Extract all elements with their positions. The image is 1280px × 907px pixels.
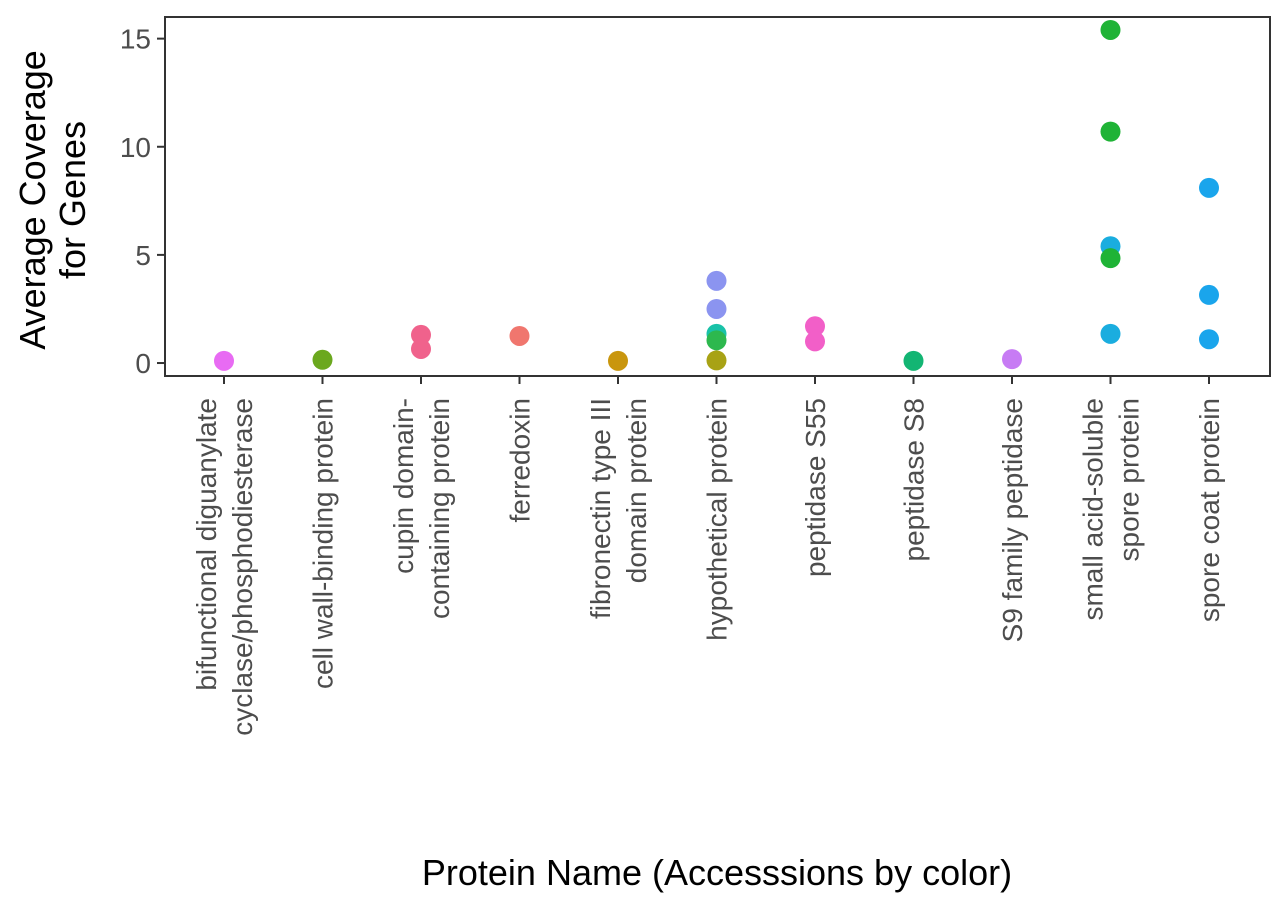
data-point	[1100, 248, 1121, 269]
x-tick-label: cupin domain-	[388, 398, 419, 574]
x-tick-label: peptidase S55	[800, 398, 831, 577]
data-point	[1002, 349, 1022, 370]
y-axis: 0 5 10 15	[120, 24, 165, 379]
y-tick-label: 0	[135, 348, 151, 379]
data-point	[1199, 177, 1219, 198]
data-point	[1100, 19, 1121, 40]
y-tick-label: 10	[120, 132, 151, 163]
y-axis-title-line: Average Coverage	[12, 50, 53, 350]
data-point	[312, 349, 333, 370]
x-tick-label: spore protein	[1114, 398, 1145, 561]
data-point	[1100, 121, 1121, 142]
data-point	[706, 330, 727, 351]
x-tick-label: S9 family peptidase	[997, 398, 1028, 642]
x-tick-label: spore coat protein	[1194, 398, 1225, 622]
data-points	[214, 19, 1219, 371]
x-tick-label: hypothetical protein	[702, 398, 733, 641]
data-point	[411, 324, 431, 345]
data-point	[1199, 284, 1219, 305]
y-axis-title-line: for Genes	[52, 121, 93, 279]
panel-border	[164, 16, 1271, 377]
data-point	[903, 350, 924, 371]
data-point	[1100, 323, 1121, 344]
data-point	[214, 350, 234, 371]
data-point	[706, 350, 727, 371]
x-tick-label: domain protein	[621, 398, 652, 583]
x-tick-label: cyclase/phosphodiesterase	[227, 398, 258, 736]
y-axis-title: Average Coverage for Genes	[12, 50, 93, 350]
data-point	[805, 331, 825, 352]
x-axis-title: Protein Name (Accesssions by color)	[422, 852, 1012, 893]
y-tick-label: 5	[135, 240, 151, 271]
data-point	[805, 316, 825, 337]
data-point	[1199, 329, 1219, 350]
x-tick-label: peptidase S8	[899, 398, 930, 561]
x-tick-label: fibronectin type III	[585, 398, 616, 619]
y-tick-label: 15	[120, 24, 151, 55]
data-point	[411, 338, 431, 359]
x-tick-label: ferredoxin	[505, 398, 536, 523]
data-point	[706, 298, 727, 319]
x-tick-label: small acid-soluble	[1078, 398, 1109, 621]
data-point	[608, 350, 628, 371]
x-tick-label: cell wall-binding protein	[308, 398, 339, 689]
x-tick-label: bifunctional diguanylate	[191, 398, 222, 691]
data-point	[509, 325, 530, 346]
data-point	[706, 270, 727, 291]
x-axis: bifunctional diguanylate cyclase/phosphod…	[191, 376, 1225, 736]
x-tick-label: containing protein	[424, 398, 455, 619]
